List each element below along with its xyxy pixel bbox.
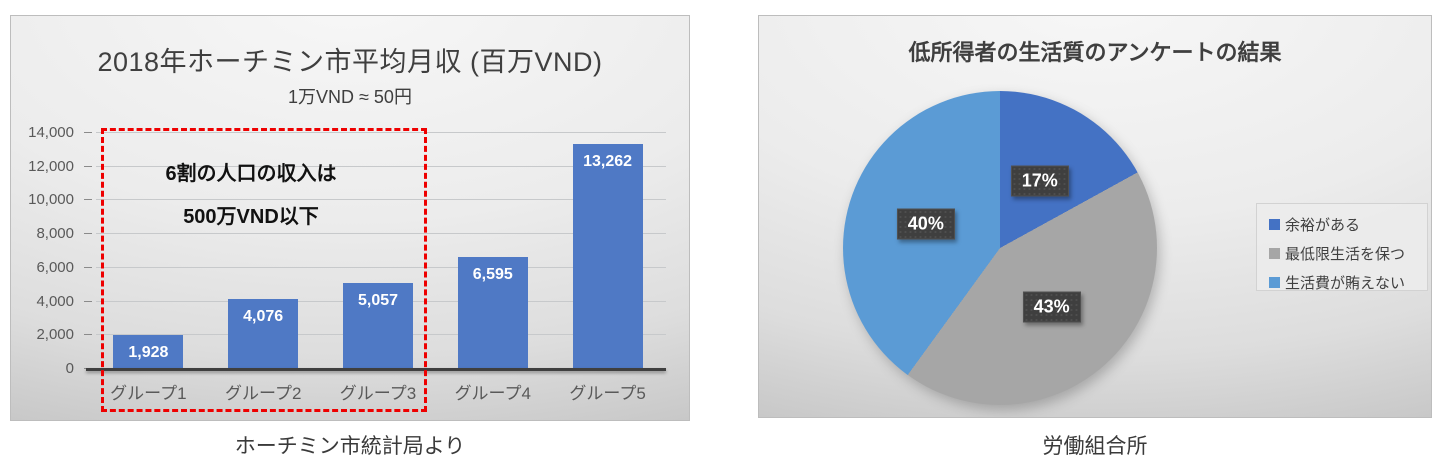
y-gridline bbox=[96, 132, 666, 133]
bar-value-label: 1,928 bbox=[128, 344, 169, 362]
pie-percent-label: 43% bbox=[1022, 291, 1081, 322]
y-axis-tick bbox=[84, 199, 92, 201]
annotation-line-1: 6割の人口の収入は bbox=[165, 163, 337, 185]
legend-label: 最低限生活を保つ bbox=[1285, 246, 1406, 263]
y-axis-label: 6,000 bbox=[36, 258, 74, 276]
y-gridline bbox=[96, 233, 666, 235]
x-axis-label: グループ5 bbox=[569, 384, 646, 403]
y-axis-tick bbox=[84, 132, 92, 133]
y-gridline bbox=[96, 199, 666, 201]
y-axis-label: 10,000 bbox=[28, 191, 74, 209]
bar-value-label: 13,262 bbox=[583, 153, 633, 171]
y-axis-label: 12,000 bbox=[28, 157, 74, 175]
legend-label: 生活費が賄えない bbox=[1285, 275, 1406, 292]
pie-percent-label: 17% bbox=[1010, 165, 1069, 197]
bar bbox=[457, 256, 528, 368]
legend-item: 生活費が賄えない bbox=[1269, 272, 1427, 293]
y-axis-tick bbox=[84, 233, 92, 235]
pie-chart-title: 低所得者の生活質のアンケートの結果 bbox=[908, 40, 1282, 65]
y-axis-tick bbox=[84, 165, 92, 167]
y-axis-tick bbox=[84, 300, 92, 302]
y-axis-tick bbox=[84, 334, 92, 336]
pie-percent-label: 40% bbox=[896, 208, 955, 240]
legend-swatch-icon bbox=[1269, 248, 1280, 259]
y-axis-label: 4,000 bbox=[36, 292, 74, 310]
y-axis-label: 14,000 bbox=[28, 124, 74, 141]
bar-value-label: 5,057 bbox=[357, 291, 399, 309]
bar-chart-panel: 2018年ホーチミン市平均月収 (百万VND) 1万VND ≈ 50円 0 2,0… bbox=[10, 15, 690, 421]
annotation-line-2: 500万VND以下 bbox=[183, 206, 319, 228]
y-gridline bbox=[96, 266, 666, 268]
bar bbox=[572, 144, 643, 368]
bar bbox=[113, 335, 184, 368]
y-axis-label: 8,000 bbox=[36, 225, 74, 243]
x-axis-label: グループ1 bbox=[110, 384, 187, 403]
legend-item: 余裕がある bbox=[1269, 214, 1427, 235]
bar-chart-caption: ホーチミン市統計局より bbox=[234, 435, 466, 458]
bar-chart-title: 2018年ホーチミン市平均月収 (百万VND) bbox=[97, 47, 603, 77]
bar-value-label: 6,595 bbox=[472, 265, 513, 283]
highlight-dashed-box: 6割の人口の収入は 500万VND以下 bbox=[101, 128, 427, 412]
pie-chart-caption: 労働組合所 bbox=[1042, 435, 1148, 458]
legend-label: 余裕がある bbox=[1285, 217, 1361, 234]
annotation-text: 6割の人口の収入は 500万VND以下 bbox=[104, 157, 424, 243]
x-axis-label: グループ2 bbox=[224, 384, 302, 403]
legend-box: 余裕がある最低限生活を保つ 生活費が賄えない bbox=[1256, 203, 1428, 293]
y-gridline bbox=[96, 165, 666, 167]
bar bbox=[228, 299, 299, 368]
legend-item: 最低限生活を保つ bbox=[1269, 243, 1427, 264]
pie bbox=[843, 91, 1157, 405]
x-axis-line bbox=[86, 368, 666, 371]
pie-chart-panel: 低所得者の生活質のアンケートの結果 17% 43% 40% 余裕がある最低限生活を保… bbox=[758, 15, 1432, 418]
bar bbox=[343, 282, 413, 368]
legend-swatch-icon bbox=[1269, 219, 1280, 230]
y-axis-tick bbox=[84, 266, 92, 268]
legend-swatch-icon bbox=[1269, 277, 1280, 288]
bar-value-label: 4,076 bbox=[243, 308, 284, 326]
bar-chart-subtitle: 1万VND ≈ 50円 bbox=[288, 87, 412, 107]
y-axis-label: 2,000 bbox=[36, 326, 74, 344]
x-axis-label: グループ4 bbox=[454, 384, 531, 403]
x-axis-label: グループ3 bbox=[339, 384, 417, 403]
y-axis-label: 0 bbox=[65, 360, 74, 377]
